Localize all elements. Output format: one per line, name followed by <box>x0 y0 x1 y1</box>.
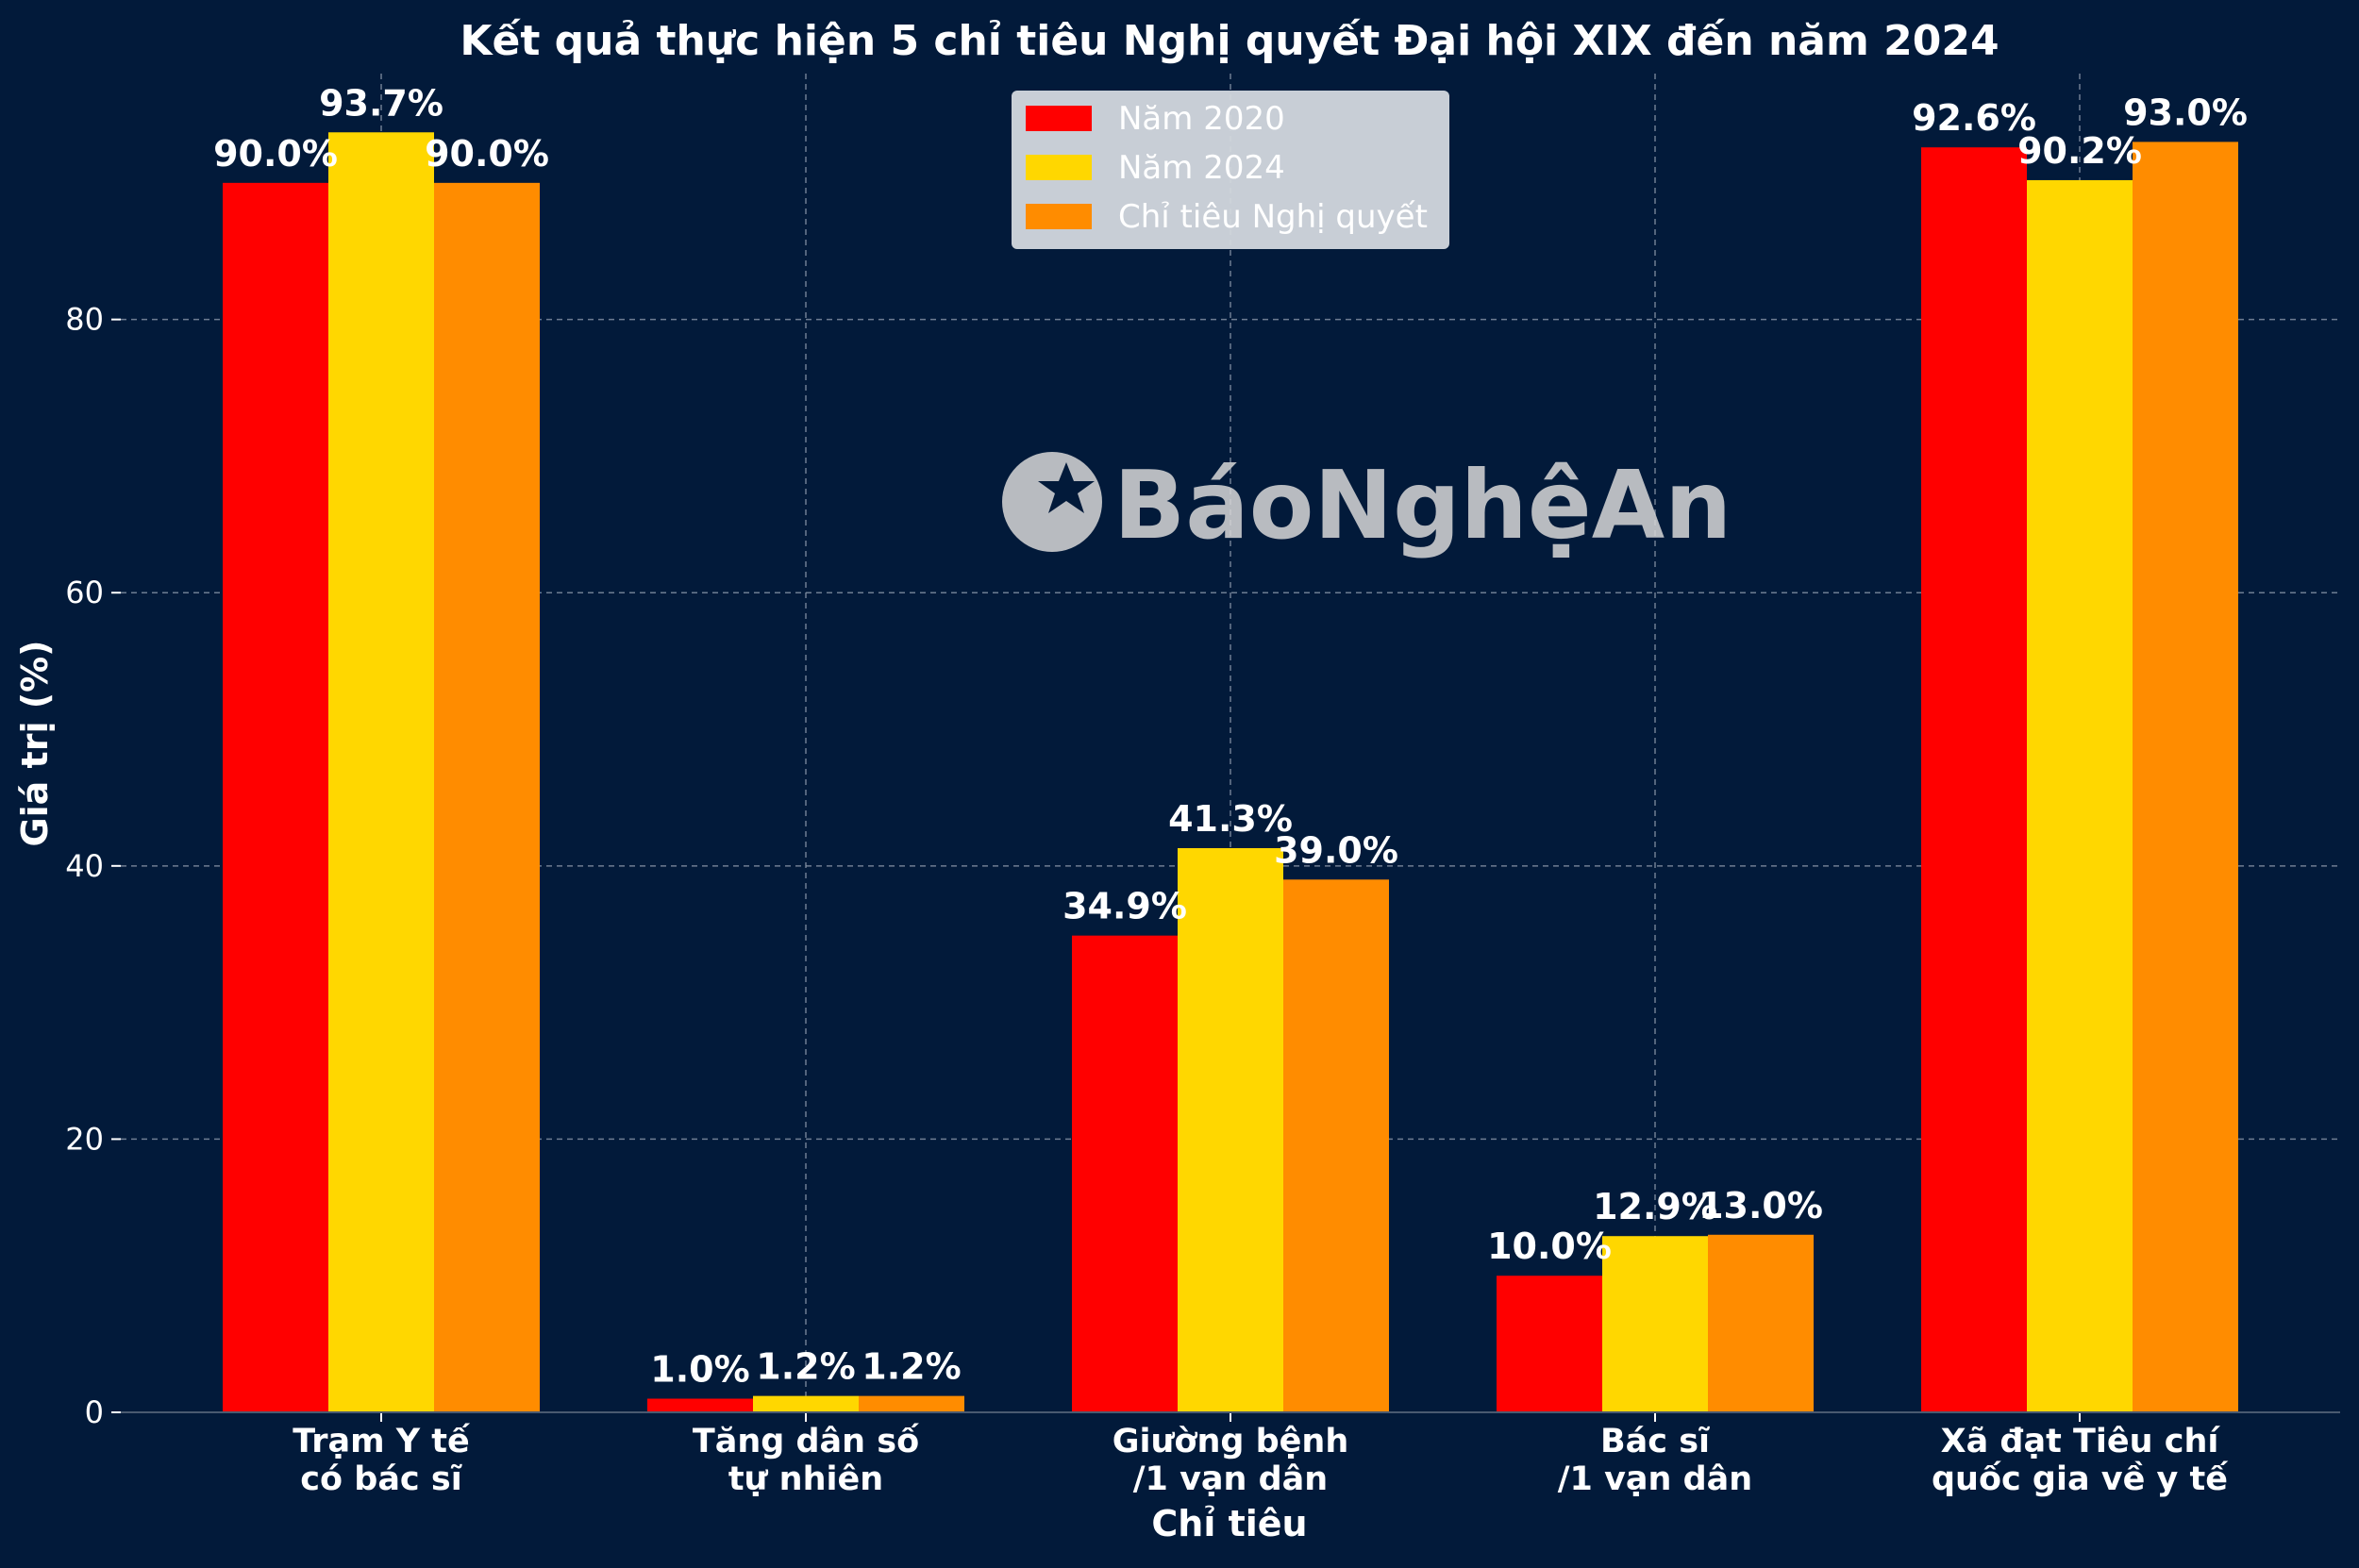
x-tick-label: /1 vạn dân <box>1133 1460 1328 1498</box>
bar-value-label: 90.0% <box>213 133 338 175</box>
y-tick-label: 40 <box>65 848 104 884</box>
chart-title: Kết quả thực hiện 5 chỉ tiêu Nghị quyết … <box>460 17 1999 65</box>
legend-swatch <box>1026 155 1092 180</box>
watermark-logo: BáoNghệAn <box>1002 450 1732 560</box>
bar <box>1921 147 2027 1412</box>
legend-entry-label: Chỉ tiêu Nghị quyết <box>1118 198 1428 236</box>
x-tick-label: có bác sĩ <box>300 1460 461 1498</box>
bar-value-label: 13.0% <box>1698 1185 1823 1226</box>
bar-value-label: 93.7% <box>319 82 443 124</box>
legend: Năm 2020 Năm 2024 Chỉ tiêu Nghị quyết <box>1012 91 1449 249</box>
bar <box>859 1395 964 1412</box>
legend-entry-label: Năm 2020 <box>1118 100 1285 138</box>
y-axis-label: Giá trị (%) <box>14 640 56 846</box>
x-tick-label: Tăng dân số <box>693 1423 919 1460</box>
x-tick-label: Giường bệnh <box>1113 1423 1348 1460</box>
bar <box>2027 179 2133 1413</box>
bar-value-label: 10.0% <box>1487 1226 1612 1267</box>
bar <box>2133 142 2238 1413</box>
y-tick-label: 60 <box>65 575 104 610</box>
bar <box>1072 935 1178 1412</box>
bar <box>1178 847 1283 1412</box>
x-axis-label: Chỉ tiêu <box>1151 1503 1307 1544</box>
bar <box>328 132 434 1413</box>
bar <box>1602 1236 1708 1412</box>
legend-entry-label: Năm 2024 <box>1118 149 1285 187</box>
watermark-text: BáoNghệAn <box>1113 450 1732 560</box>
bar <box>434 182 540 1413</box>
bar-value-label: 1.2% <box>862 1346 961 1388</box>
legend-swatch <box>1026 106 1092 131</box>
x-tick-label: Bác sĩ <box>1600 1423 1710 1460</box>
bar <box>753 1395 859 1412</box>
bars <box>223 132 2238 1413</box>
bar-value-label: 41.3% <box>1168 798 1293 840</box>
y-tick-label: 0 <box>85 1394 104 1430</box>
y-ticks: 0 20 40 60 80 <box>65 302 121 1430</box>
bar-value-label: 1.0% <box>650 1349 749 1391</box>
x-tick-label: quốc gia về y tế <box>1932 1460 2229 1498</box>
bar-value-label: 12.9% <box>1593 1186 1717 1227</box>
x-tick-label: Trạm Y tế <box>293 1423 471 1460</box>
bar <box>1497 1276 1602 1412</box>
bar <box>223 182 328 1413</box>
legend-box <box>1012 91 1449 249</box>
bar-value-label: 90.2% <box>2017 130 2142 172</box>
bar <box>1283 879 1389 1412</box>
bar-value-label: 34.9% <box>1062 886 1187 927</box>
logo-star-icon <box>1038 462 1095 513</box>
data-labels: 90.0% 1.0% 34.9% 10.0% 92.6% 93.7% 1.2% 41.3% 12… <box>213 82 2248 1390</box>
y-tick-label: 80 <box>65 302 104 338</box>
legend-swatch <box>1026 204 1092 229</box>
bar <box>647 1398 753 1412</box>
bar-value-label: 90.0% <box>425 133 549 175</box>
bar-value-label: 1.2% <box>756 1346 855 1388</box>
bar-value-label: 92.6% <box>1912 97 2036 139</box>
x-tick-label: Xã đạt Tiêu chí <box>1941 1423 2221 1460</box>
x-tick-label: /1 vạn dân <box>1558 1460 1752 1498</box>
y-tick-label: 20 <box>65 1121 104 1157</box>
bar <box>1708 1234 1814 1412</box>
x-tick-label: tự nhiên <box>728 1460 883 1498</box>
bar-value-label: 93.0% <box>2123 92 2248 133</box>
bar-value-label: 39.0% <box>1274 829 1398 871</box>
